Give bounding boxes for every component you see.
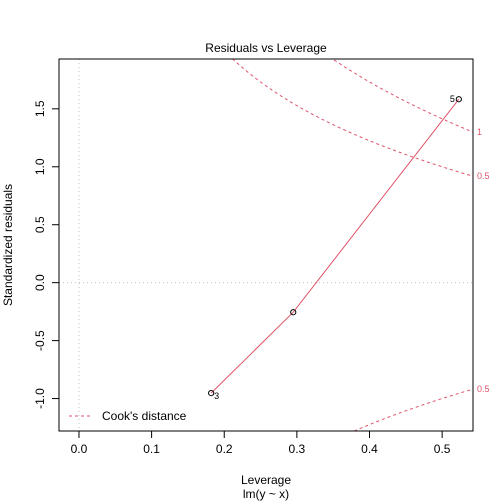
x-tick-label: 0.2 [216, 442, 233, 456]
smooth-line-group [210, 98, 460, 394]
x-tick-label: 0.0 [71, 442, 88, 456]
legend-label: Cook's distance [102, 409, 187, 423]
x-tick-label: 0.5 [434, 442, 451, 456]
x-axis: 0.0 0.1 0.2 0.3 0.4 0.5 [71, 430, 451, 456]
plot-frame [58, 58, 474, 432]
point-label: 3 [214, 391, 219, 401]
data-point [290, 309, 297, 316]
cooks-distance-curves [231, 59, 473, 431]
y-tick-label: -0.5 [33, 330, 47, 351]
data-point [208, 390, 215, 397]
legend: Cook's distance [69, 409, 187, 423]
y-axis-title: Standardized residuals [1, 184, 15, 306]
x-axis-subtitle: lm(y ~ x) [243, 487, 289, 501]
y-axis: -1.0 -0.5 0.0 0.5 1.0 1.5 [33, 100, 60, 409]
point-label: 5 [450, 94, 455, 104]
cooks-level-label: 0.5 [477, 384, 490, 394]
y-tick-label: 0.0 [33, 274, 47, 291]
x-tick-label: 0.1 [143, 442, 160, 456]
x-axis-title: Leverage [241, 473, 291, 487]
points-group: 35 [208, 94, 462, 401]
y-tick-label: 0.5 [33, 216, 47, 233]
cooks-curve-05-upper [231, 59, 473, 177]
y-tick-label: 1.0 [33, 158, 47, 175]
x-tick-label: 0.4 [361, 442, 378, 456]
reference-lines [59, 59, 473, 431]
cooks-level-labels: 1 0.5 0.5 [477, 127, 490, 394]
data-point [455, 96, 462, 103]
y-tick-label: 1.5 [33, 100, 47, 117]
smooth-line [210, 98, 460, 394]
cooks-level-label: 1 [477, 127, 482, 137]
chart-title: Residuals vs Leverage [205, 41, 327, 55]
y-tick-label: -1.0 [33, 388, 47, 409]
cooks-curve-1-upper [331, 59, 473, 133]
cooks-level-label: 0.5 [477, 171, 490, 181]
x-tick-label: 0.3 [289, 442, 306, 456]
